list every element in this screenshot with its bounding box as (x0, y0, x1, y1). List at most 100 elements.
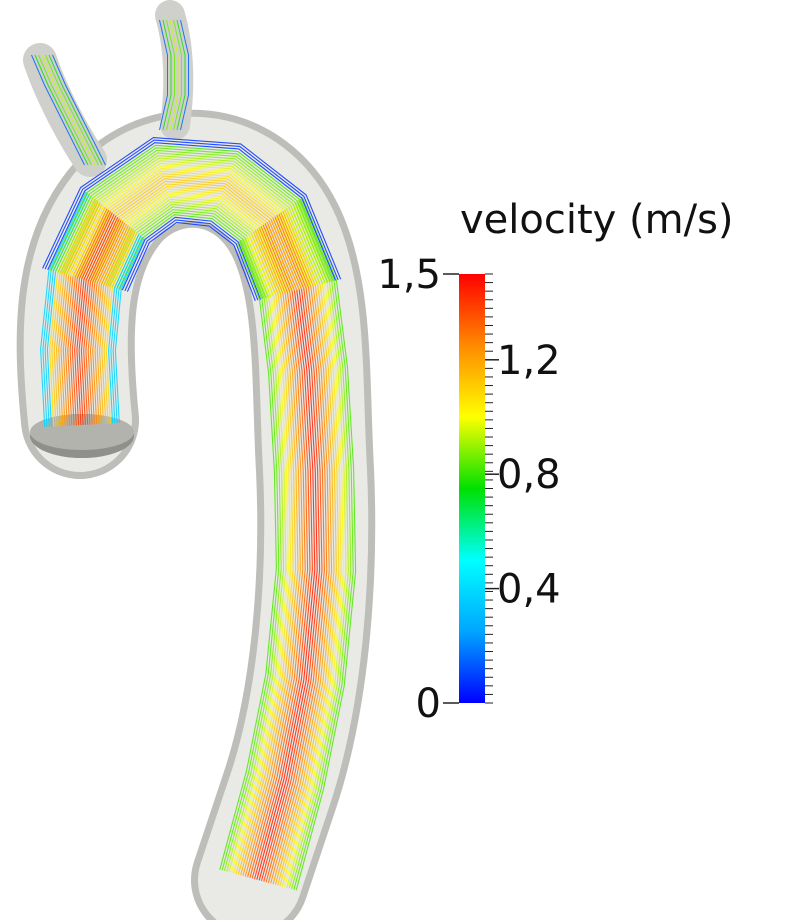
streamline-descending (258, 219, 318, 881)
streamline-arch (57, 152, 326, 284)
streamline-ascending (110, 235, 142, 424)
streamline-branch (159, 19, 168, 131)
streamline-ascending (101, 229, 135, 424)
streamline-branch (169, 19, 179, 131)
streamline-arch (72, 167, 311, 288)
colorbar-tick-labels: 1,5 1,2 0,8 0,4 0 (377, 252, 560, 727)
streamline-branch (45, 54, 99, 166)
streamline-descending (263, 216, 323, 882)
streamline-ascending (53, 199, 97, 427)
colorbar-minor-ticks (485, 273, 493, 704)
streamline-descending (244, 227, 304, 877)
streamline-branch (48, 54, 103, 166)
streamline-descending (274, 209, 335, 885)
streamline-descending (237, 231, 297, 875)
streamline-arch (78, 173, 306, 289)
streamline-branch (173, 19, 182, 131)
streamline-arch (93, 188, 290, 293)
streamline-arch (126, 221, 256, 301)
streamline-descending (295, 197, 357, 891)
streamline-ascending (85, 219, 122, 425)
streamline-arch (119, 214, 264, 299)
velocity-streamlines (31, 19, 357, 891)
streamline-descending (253, 221, 313, 880)
streamline-descending (279, 206, 340, 887)
streamline-arch (124, 219, 259, 301)
streamline-descending (291, 199, 352, 890)
colorbar-tick-label: 1,5 (377, 252, 441, 298)
streamline-branch (162, 19, 172, 131)
streamline-arch (44, 139, 339, 281)
streamline-ascending (108, 233, 140, 424)
streamline-descending (284, 203, 345, 888)
streamline-descending (226, 238, 285, 872)
colorbar-tick-label: 0,4 (497, 567, 561, 613)
streamline-ascending (112, 236, 143, 424)
streamline-descending (286, 202, 347, 888)
streamline-ascending (103, 231, 136, 424)
streamline-ascending (96, 226, 131, 425)
colorbar-tick-label: 0,8 (497, 452, 561, 498)
streamline-descending (240, 230, 299, 876)
legend-title: velocity (m/s) (460, 197, 734, 243)
streamline-arch (90, 185, 293, 292)
streamline-arch (52, 147, 331, 283)
streamline-ascending (89, 222, 126, 425)
streamline-ascending (83, 218, 120, 425)
streamline-descending (293, 198, 354, 890)
streamline-arch (121, 216, 262, 300)
streamline-descending (221, 241, 280, 871)
streamline-ascending (87, 221, 124, 425)
colorbar (459, 274, 485, 703)
streamline-descending (260, 217, 321, 882)
streamline-ascending (67, 208, 108, 426)
streamline-descending (267, 213, 328, 883)
streamline-branch (38, 54, 92, 166)
streamline-ascending (114, 238, 145, 424)
streamline-descending (270, 212, 330, 884)
streamline-ascending (51, 198, 96, 427)
streamline-branch (166, 19, 175, 131)
aortic-inlet-rim (30, 414, 134, 450)
streamline-arch (47, 142, 337, 281)
streamline-branch (41, 54, 96, 166)
streamline-arch (65, 160, 318, 286)
streamline-descending (230, 235, 289, 873)
streamline-descending (256, 220, 316, 880)
streamline-descending (272, 210, 333, 885)
streamline-ascending (76, 214, 115, 426)
streamline-ascending (80, 216, 119, 425)
velocity-legend: velocity (m/s) 1,5 1,2 0,8 0,4 0 (377, 197, 733, 727)
streamline-arch (49, 144, 334, 282)
streamline-arch (42, 137, 342, 280)
streamline-descending (288, 201, 349, 889)
streamline-arch (60, 155, 324, 285)
streamline-descending (277, 208, 337, 886)
streamline-arch (67, 162, 316, 286)
streamline-ascending (42, 192, 89, 427)
streamline-ascending (78, 215, 117, 425)
streamline-descending (228, 236, 287, 873)
streamline-branch (52, 54, 106, 166)
streamline-ascending (55, 201, 99, 427)
streamline-ascending (69, 209, 110, 426)
streamline-arch (70, 165, 313, 287)
streamline-ascending (92, 223, 128, 425)
streamline-branch (31, 54, 85, 166)
streamline-descending (281, 205, 342, 887)
streamline-descending (247, 225, 306, 878)
streamline-ascending (40, 191, 87, 428)
streamline-arch (75, 170, 308, 288)
streamline-descending (249, 224, 309, 878)
streamline-descending (242, 228, 301, 877)
streamline-ascending (105, 232, 138, 424)
streamline-arch (62, 157, 321, 285)
streamline-branch (34, 54, 89, 166)
streamline-descending (219, 242, 277, 870)
streamline-ascending (71, 211, 112, 426)
streamline-descending (233, 234, 292, 874)
streamline-arch (54, 149, 329, 283)
streamline-ascending (98, 228, 133, 424)
streamline-ascending (58, 202, 101, 427)
